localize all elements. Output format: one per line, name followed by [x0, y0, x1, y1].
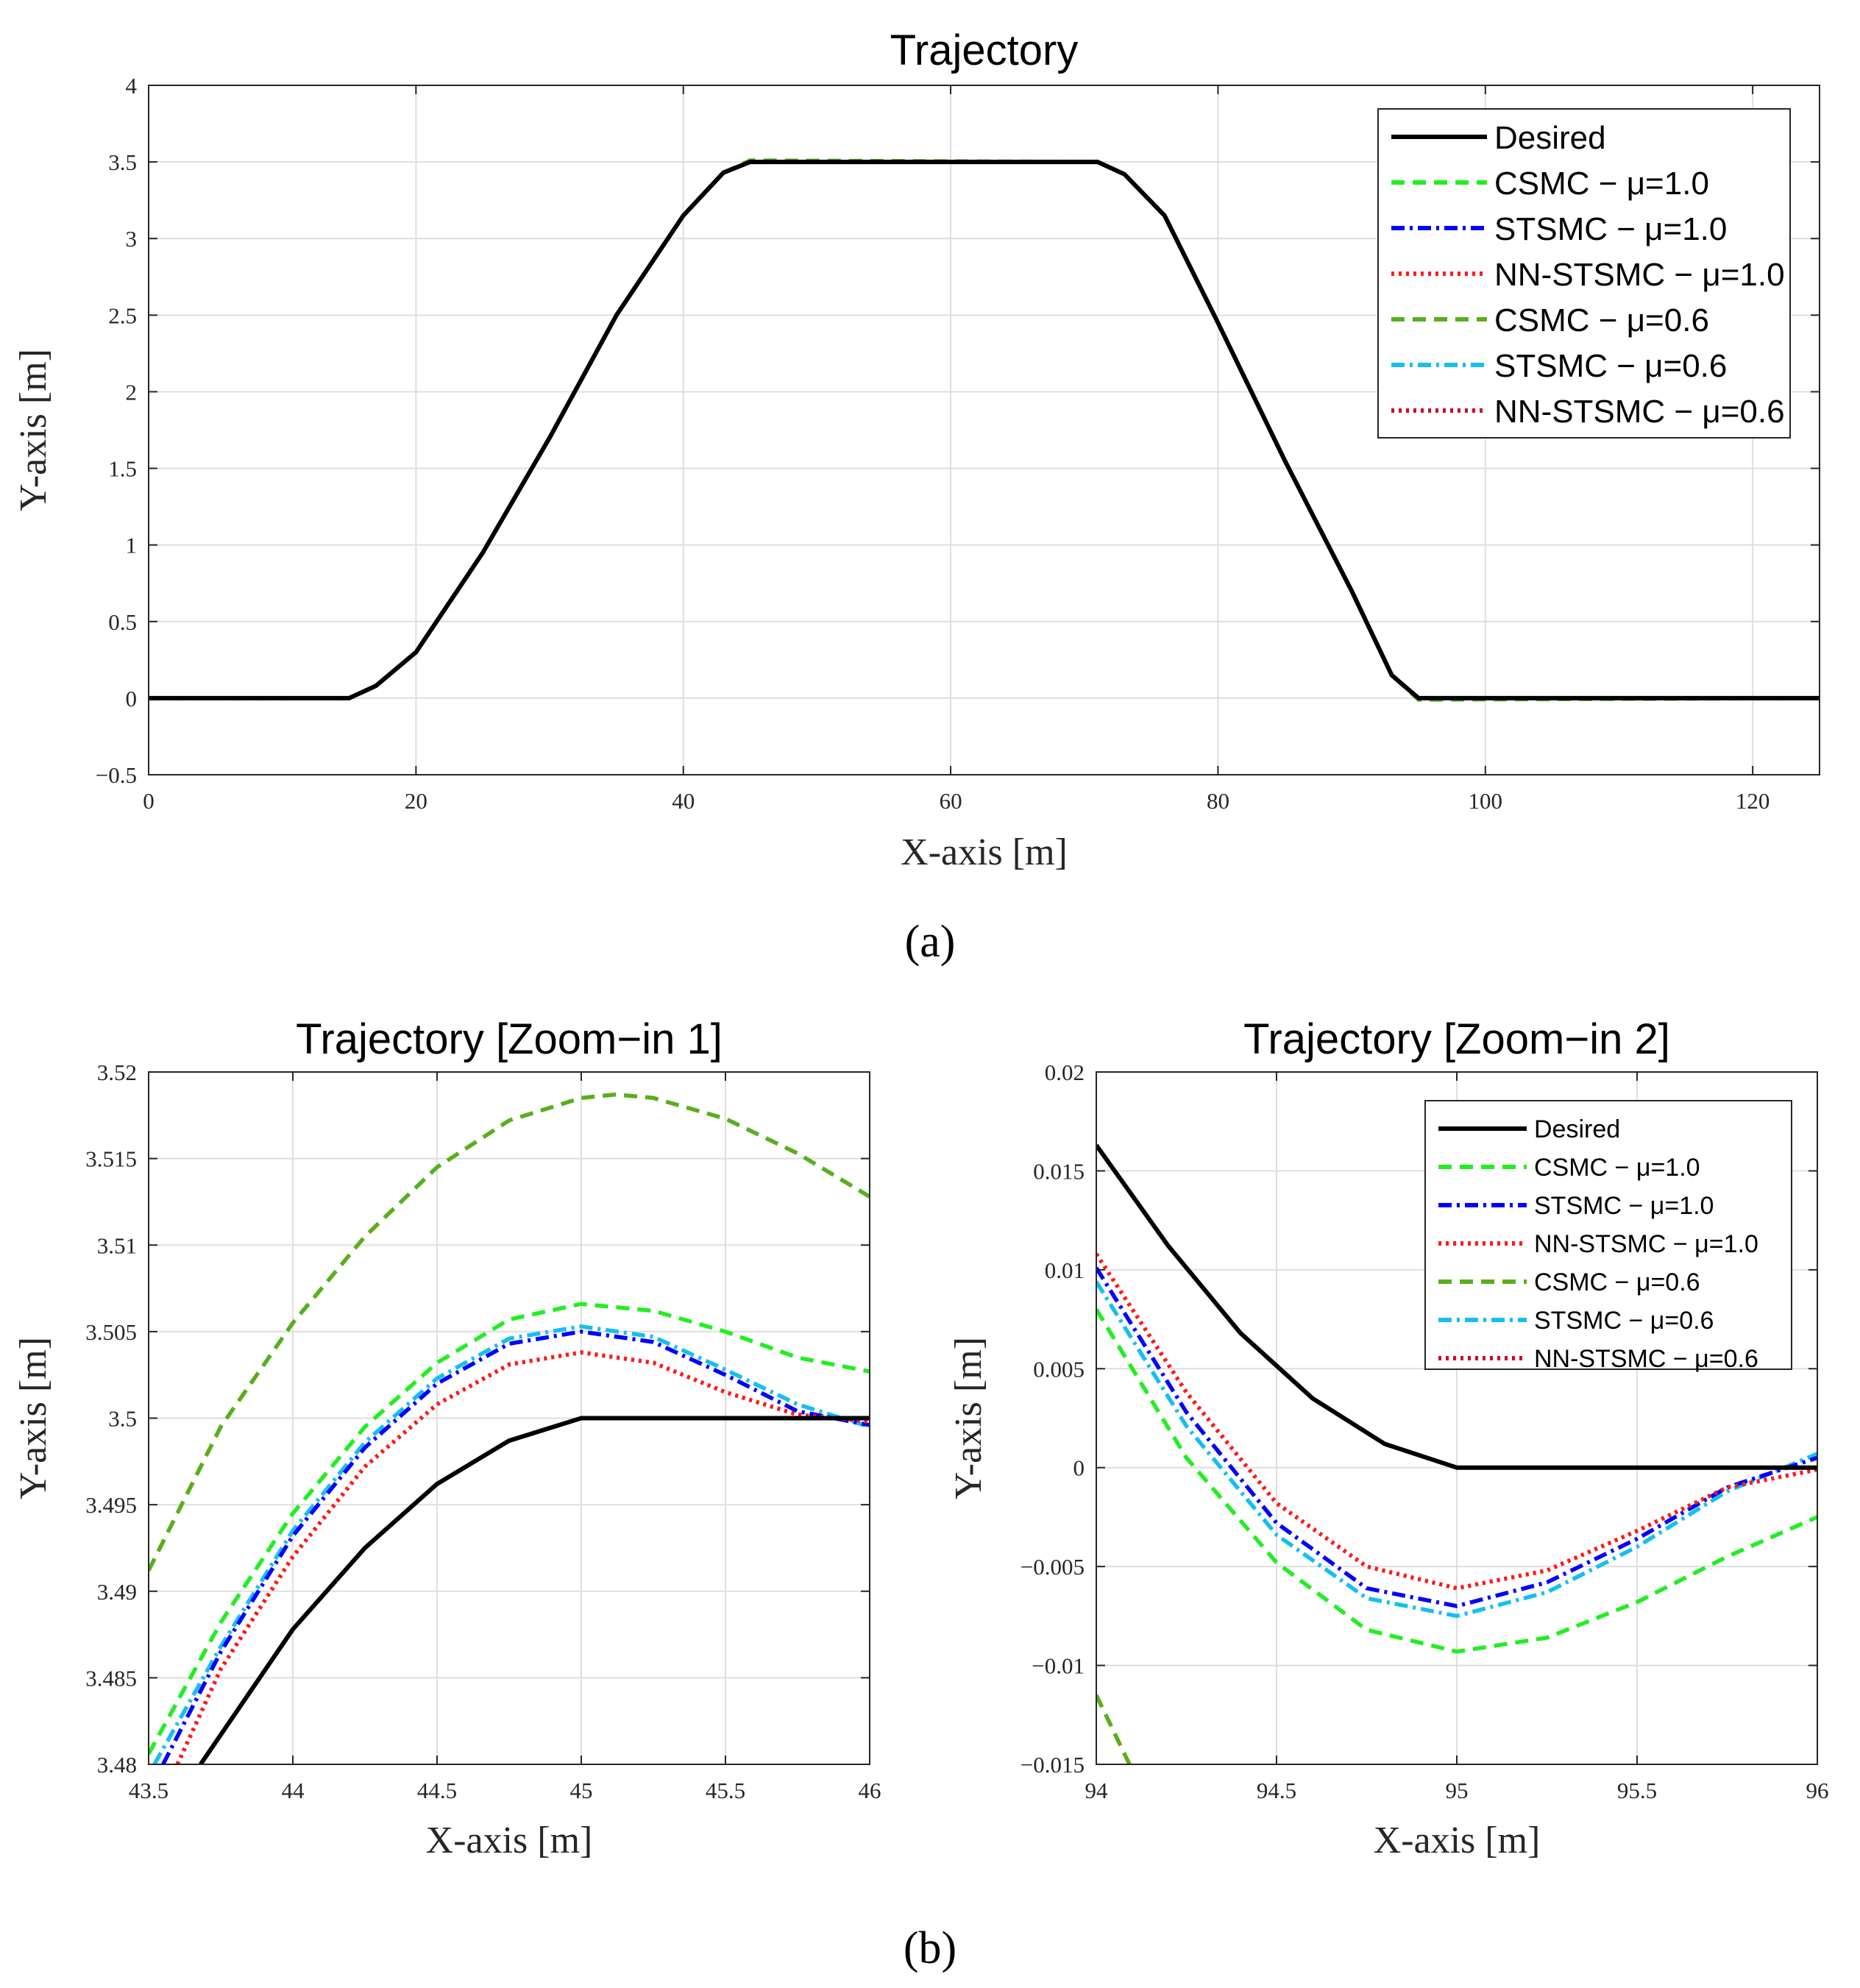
legend-label: NN-STSMC − μ=0.6 [1534, 1345, 1758, 1373]
legend-label: NN-STSMC − μ=1.0 [1534, 1230, 1758, 1258]
y-tick-label: −0.5 [96, 762, 137, 788]
series-group [149, 1092, 870, 1764]
chart-1: 0 20 40 60 80 100 120−0.500.511.522.533.54Traj… [13, 26, 1820, 873]
x-axis-label: X-axis [m] [426, 1820, 593, 1861]
x-tick-label: 96 [1806, 1778, 1829, 1803]
x-tick-label: 100 [1469, 788, 1503, 814]
x-tick-label: 43.5 [129, 1778, 168, 1803]
legend: Desired CSMC − μ=1.0 STSMC − μ=1.0 NN-STSMC… [1424, 1100, 1792, 1373]
x-tick-label: 45.5 [706, 1778, 745, 1803]
y-tick-label: 2 [126, 379, 138, 405]
y-tick-label: 3.515 [85, 1146, 137, 1172]
x-tick-label: 0 [143, 788, 155, 814]
series-group [1096, 1143, 1817, 1764]
series-line [149, 160, 1820, 700]
y-tick-label: 3.49 [97, 1579, 137, 1605]
y-tick-label: 3.48 [97, 1752, 137, 1778]
y-tick-label: 0 [126, 686, 138, 711]
chart-3: 94 94.5 95 95.5 96 −0.015 −0.01 −0.005 0 0.005 0.0… [948, 1015, 1829, 1861]
series-line [1096, 1308, 1817, 1654]
legend-box [1377, 108, 1791, 439]
legend-label: STSMC − μ=0.6 [1494, 348, 1727, 384]
legend-label: Desired [1534, 1115, 1620, 1143]
legend-label: CSMC − μ=0.6 [1534, 1268, 1700, 1296]
y-axis-label: Y-axis [m] [948, 1337, 990, 1499]
y-tick-label: 3.52 [97, 1059, 137, 1085]
series-line [149, 1092, 870, 1572]
y-tick-label: 0.01 [1045, 1257, 1085, 1283]
series-line [161, 1330, 870, 1764]
x-tick-label: 44.5 [417, 1778, 457, 1803]
y-tick-label: 3.485 [85, 1665, 137, 1691]
legend-label: CSMC − μ=1.0 [1534, 1154, 1700, 1182]
legend-label: STSMC − μ=1.0 [1494, 211, 1727, 247]
chart-title: Trajectory [Zoom−in 1] [296, 1015, 723, 1063]
series-line [149, 1302, 870, 1756]
x-axis-label: X-axis [m] [901, 831, 1068, 873]
y-tick-label: −0.005 [1020, 1554, 1085, 1580]
x-axis-label: X-axis [m] [1374, 1820, 1541, 1861]
x-tick-label: 20 [405, 788, 427, 814]
series-group [149, 158, 1820, 702]
chart-title: Trajectory [890, 26, 1079, 74]
y-tick-label: −0.015 [1020, 1752, 1085, 1778]
axes-box [148, 85, 1820, 775]
series-line [175, 1350, 870, 1764]
legend-label: CSMC − μ=1.0 [1494, 166, 1709, 202]
legend-label: NN-STSMC − μ=1.0 [1494, 257, 1785, 293]
x-tick-label: 95.5 [1617, 1778, 1657, 1803]
x-tick-label: 40 [672, 788, 695, 814]
y-tick-label: 3.5 [108, 1406, 137, 1432]
x-tick-label: 120 [1736, 788, 1770, 814]
legend-label: CSMC − μ=0.6 [1494, 302, 1709, 338]
y-tick-label: 0 [1073, 1455, 1085, 1481]
x-tick-label: 45 [570, 1778, 593, 1803]
caption-b: (b) [904, 1923, 956, 1973]
y-tick-label: 2.5 [108, 302, 137, 328]
y-axis-label: Y-axis [m] [13, 1337, 54, 1499]
legend-label: Desired [1494, 120, 1606, 156]
y-tick-label: 3.495 [85, 1492, 137, 1518]
y-tick-label: 0.015 [1033, 1158, 1085, 1184]
y-tick-label: 0.005 [1033, 1356, 1085, 1382]
x-tick-label: 46 [859, 1778, 881, 1803]
x-tick-label: 95 [1446, 1778, 1469, 1803]
series-line [152, 1324, 870, 1764]
y-tick-label: 1 [126, 533, 138, 558]
legend: Desired CSMC − μ=1.0 STSMC − μ=1.0 NN-STSMC… [1377, 108, 1791, 439]
y-axis-label: Y-axis [m] [13, 349, 54, 511]
series-line [1096, 1252, 1817, 1591]
y-tick-label: 3.505 [85, 1319, 137, 1345]
x-tick-label: 60 [940, 788, 962, 814]
legend-label: STSMC − μ=1.0 [1534, 1192, 1714, 1220]
series-line [1096, 1266, 1817, 1608]
legend-label: NN-STSMC − μ=0.6 [1494, 394, 1785, 430]
y-tick-label: 1.5 [108, 456, 137, 482]
caption-a: (a) [905, 917, 956, 967]
series-line [1096, 1694, 1132, 1764]
y-tick-label: 3 [126, 226, 138, 252]
chart-title: Trajectory [Zoom−in 2] [1243, 1015, 1670, 1063]
x-tick-label: 80 [1207, 788, 1229, 814]
series-line [199, 1416, 870, 1764]
series-line [1096, 1143, 1817, 1470]
y-tick-label: 4 [126, 73, 138, 99]
y-tick-label: 3.5 [108, 149, 137, 175]
chart-2: 43.5 44 44.5 45 45.5 46 3.48 3.485 3.49 3.495 3.5 3… [13, 1015, 881, 1861]
x-tick-label: 94.5 [1257, 1778, 1296, 1803]
x-tick-label: 94 [1085, 1778, 1109, 1803]
y-tick-label: 0.02 [1045, 1059, 1085, 1085]
axes-box [148, 1071, 870, 1765]
axes-box [1096, 1071, 1818, 1765]
y-tick-label: −0.01 [1032, 1653, 1085, 1679]
series-line [1096, 1280, 1817, 1619]
y-tick-label: 3.51 [97, 1232, 137, 1258]
y-tick-label: 0.5 [108, 609, 137, 635]
legend-label: STSMC − μ=0.6 [1534, 1307, 1714, 1335]
x-tick-label: 44 [282, 1778, 305, 1803]
legend-box [1424, 1100, 1792, 1370]
